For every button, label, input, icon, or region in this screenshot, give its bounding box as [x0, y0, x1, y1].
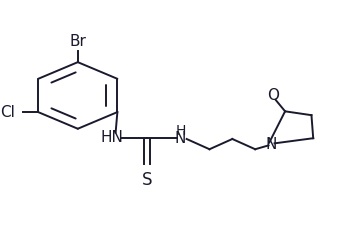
Text: Cl: Cl — [0, 105, 15, 120]
Text: N: N — [175, 132, 187, 146]
Text: Br: Br — [69, 34, 86, 49]
Text: O: O — [267, 88, 279, 103]
Text: N: N — [265, 137, 277, 152]
Text: H: H — [175, 124, 186, 138]
Text: HN: HN — [101, 130, 124, 145]
Text: S: S — [142, 171, 153, 189]
